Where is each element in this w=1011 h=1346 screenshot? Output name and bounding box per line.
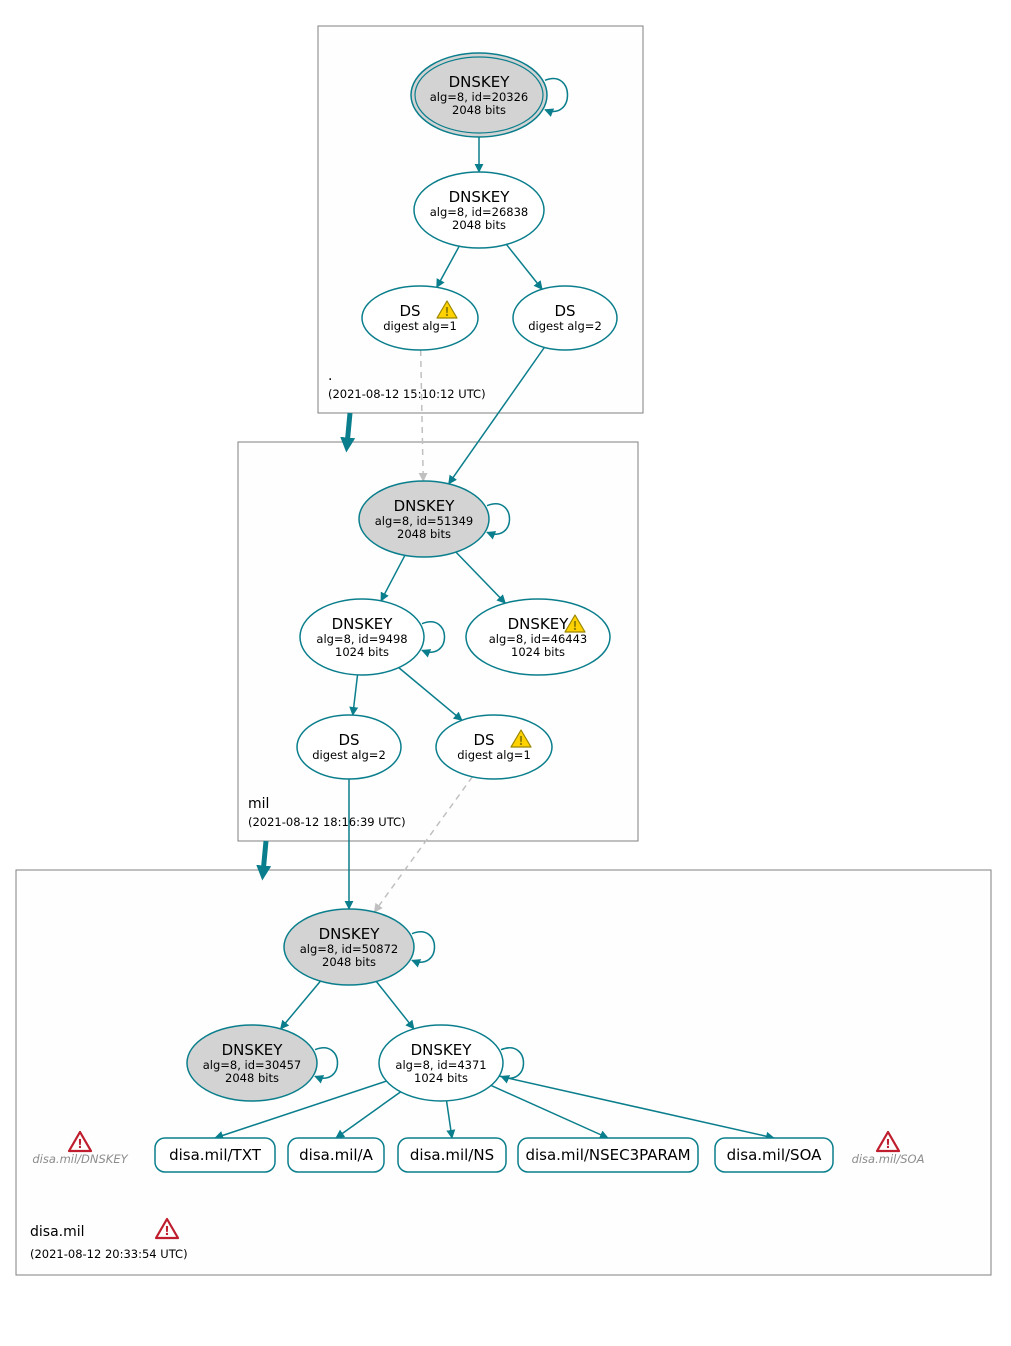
svg-text:alg=8, id=26838: alg=8, id=26838 [430, 205, 529, 219]
svg-text:DNSKEY: DNSKEY [449, 188, 511, 206]
zone-arrow [263, 841, 266, 873]
zone-disamil [16, 870, 991, 1275]
svg-text:!: ! [518, 734, 523, 748]
svg-text:alg=8, id=46443: alg=8, id=46443 [489, 632, 588, 646]
svg-text:disa.mil/TXT: disa.mil/TXT [169, 1146, 262, 1164]
svg-text:1024 bits: 1024 bits [511, 645, 565, 659]
svg-text:2048 bits: 2048 bits [452, 218, 506, 232]
svg-text:DS: DS [473, 731, 494, 749]
zone-arrow [347, 413, 350, 445]
svg-text:DNSKEY: DNSKEY [319, 925, 381, 943]
svg-text:DS: DS [554, 302, 575, 320]
svg-text:1024 bits: 1024 bits [335, 645, 389, 659]
dnssec-diagram: . (2021-08-12 15:10:12 UTC) mil (2021-08-12… [0, 0, 1011, 1346]
svg-text:(2021-08-12 18:16:39 UTC): (2021-08-12 18:16:39 UTC) [248, 815, 406, 829]
svg-text:!: ! [164, 1224, 169, 1238]
svg-text:DNSKEY: DNSKEY [411, 1041, 473, 1059]
svg-text:DNSKEY: DNSKEY [394, 497, 456, 515]
svg-text:disa.mil/SOA: disa.mil/SOA [852, 1152, 925, 1166]
svg-text:!: ! [885, 1137, 890, 1151]
svg-text:2048 bits: 2048 bits [322, 955, 376, 969]
svg-text:digest alg=2: digest alg=2 [528, 319, 602, 333]
svg-text:alg=8, id=50872: alg=8, id=50872 [300, 942, 399, 956]
svg-text:disa.mil/A: disa.mil/A [299, 1146, 373, 1164]
svg-text:DNSKEY: DNSKEY [449, 73, 511, 91]
svg-text:alg=8, id=4371: alg=8, id=4371 [395, 1058, 486, 1072]
svg-text:!: ! [572, 619, 577, 633]
svg-text:disa.mil/DNSKEY: disa.mil/DNSKEY [32, 1152, 128, 1166]
svg-text:alg=8, id=30457: alg=8, id=30457 [203, 1058, 302, 1072]
svg-text:alg=8, id=51349: alg=8, id=51349 [375, 514, 474, 528]
svg-text:disa.mil: disa.mil [30, 1224, 85, 1240]
svg-text:mil: mil [248, 796, 269, 812]
svg-text:alg=8, id=9498: alg=8, id=9498 [316, 632, 407, 646]
svg-text:alg=8, id=20326: alg=8, id=20326 [430, 90, 529, 104]
svg-text:digest alg=1: digest alg=1 [383, 319, 457, 333]
svg-text:.: . [328, 368, 332, 384]
svg-text:digest alg=1: digest alg=1 [457, 748, 531, 762]
svg-text:DS: DS [338, 731, 359, 749]
svg-text:2048 bits: 2048 bits [397, 527, 451, 541]
svg-text:DNSKEY: DNSKEY [222, 1041, 284, 1059]
svg-text:2048 bits: 2048 bits [452, 103, 506, 117]
svg-text:digest alg=2: digest alg=2 [312, 748, 386, 762]
svg-text:!: ! [444, 305, 449, 319]
svg-text:(2021-08-12 15:10:12 UTC): (2021-08-12 15:10:12 UTC) [328, 387, 486, 401]
svg-text:2048 bits: 2048 bits [225, 1071, 279, 1085]
svg-text:DS: DS [399, 302, 420, 320]
svg-text:disa.mil/NS: disa.mil/NS [410, 1146, 494, 1164]
svg-text:DNSKEY: DNSKEY [508, 615, 570, 633]
svg-text:DNSKEY: DNSKEY [332, 615, 394, 633]
svg-text:1024 bits: 1024 bits [414, 1071, 468, 1085]
svg-text:disa.mil/NSEC3PARAM: disa.mil/NSEC3PARAM [525, 1146, 690, 1164]
svg-text:(2021-08-12 20:33:54 UTC): (2021-08-12 20:33:54 UTC) [30, 1247, 188, 1261]
svg-text:disa.mil/SOA: disa.mil/SOA [727, 1146, 823, 1164]
svg-text:!: ! [77, 1137, 82, 1151]
